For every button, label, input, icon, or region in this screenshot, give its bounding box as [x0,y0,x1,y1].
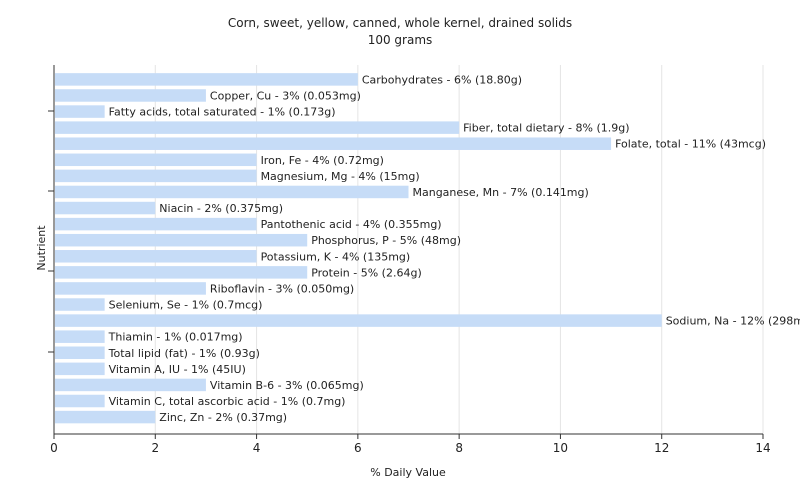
bar [55,282,206,295]
bar [55,201,156,215]
bar-label: Phosphorus, P - 5% (48mg) [311,234,461,247]
bar [55,266,308,279]
bar [55,105,105,118]
y-axis-label: Nutrient [35,225,48,271]
bar-label: Fatty acids, total saturated - 1% (0.173… [109,106,336,119]
chart-subtitle: 100 grams [368,33,433,47]
bar [55,250,257,263]
bar [55,346,105,360]
bar [55,137,612,150]
bar-labels: Carbohydrates - 6% (18.80g)Copper, Cu - … [108,73,800,424]
bar [55,362,105,376]
bar-label: Sodium, Na - 12% (298mg) [666,315,800,328]
bar-label: Fiber, total dietary - 8% (1.9g) [463,122,629,135]
bar-label: Magnesium, Mg - 4% (15mg) [261,170,420,183]
bar [55,330,105,343]
bar [55,73,358,86]
bar-label: Vitamin B-6 - 3% (0.065mg) [210,379,364,392]
x-tick-label: 4 [253,441,261,455]
bar-label: Niacin - 2% (0.375mg) [159,202,283,215]
bar-label: Pantothenic acid - 4% (0.355mg) [261,218,442,231]
bar [55,394,105,408]
x-tick-label: 10 [553,441,568,455]
bar-label: Carbohydrates - 6% (18.80g) [362,73,522,86]
bar [55,217,257,231]
axes: 0 2 4 6 8 10 12 14 [48,65,771,455]
bar-label: Total lipid (fat) - 1% (0.93g) [108,347,260,360]
bar-label: Copper, Cu - 3% (0.053mg) [210,89,361,102]
bar [55,185,409,199]
x-tick-label: 6 [354,441,362,455]
x-axis-label: % Daily Value [370,466,446,479]
x-tick-label: 0 [50,441,58,455]
bar-label: Zinc, Zn - 2% (0.37mg) [159,411,287,424]
bar [55,410,156,424]
bar-label: Folate, total - 11% (43mcg) [615,138,766,151]
bar [55,314,662,327]
bar-label: Manganese, Mn - 7% (0.141mg) [413,186,589,199]
bar [55,121,460,134]
x-tick-label: 12 [654,441,669,455]
bar-label: Vitamin A, IU - 1% (45IU) [109,363,246,376]
bar-label: Protein - 5% (2.64g) [311,266,422,279]
bar [55,378,206,392]
bar-label: Selenium, Se - 1% (0.7mcg) [109,299,263,312]
bar-label: Potassium, K - 4% (135mg) [261,250,411,263]
bar-label: Iron, Fe - 4% (0.72mg) [261,154,384,167]
bar [55,169,257,183]
bar [55,89,206,102]
bar-label: Thiamin - 1% (0.017mg) [108,331,243,344]
x-tick-label: 14 [755,441,770,455]
bar [55,298,105,311]
bar [55,153,257,167]
x-tick-label: 2 [151,441,159,455]
bar-label: Riboflavin - 3% (0.050mg) [210,282,354,295]
bar-label: Vitamin C, total ascorbic acid - 1% (0.7… [109,395,346,408]
bar [55,233,308,247]
chart-title: Corn, sweet, yellow, canned, whole kerne… [228,16,572,30]
x-tick-label: 8 [455,441,463,455]
bars [55,73,662,424]
